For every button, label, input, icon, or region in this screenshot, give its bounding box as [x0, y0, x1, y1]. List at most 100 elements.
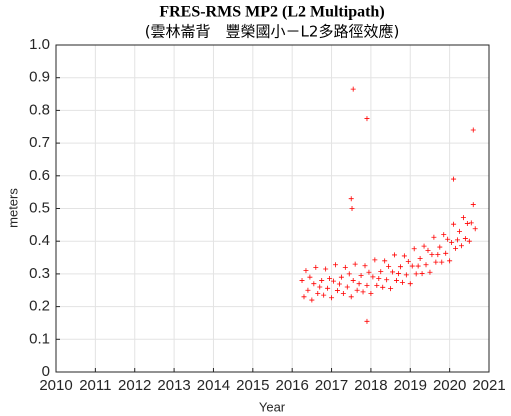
- point: [380, 284, 386, 290]
- x-tick-label: 2019: [394, 377, 427, 394]
- point: [313, 264, 319, 270]
- point: [350, 86, 356, 92]
- point: [356, 281, 362, 287]
- y-axis-label: meters: [5, 188, 20, 228]
- point: [472, 226, 478, 232]
- x-tick-label: 2016: [275, 377, 308, 394]
- point: [364, 116, 370, 122]
- point: [382, 258, 388, 264]
- point: [342, 264, 348, 270]
- y-tick-label: 0: [42, 363, 50, 380]
- point: [307, 274, 313, 280]
- point: [419, 271, 425, 277]
- point: [468, 220, 474, 226]
- point: [455, 237, 461, 243]
- point: [349, 206, 355, 211]
- point: [372, 257, 378, 263]
- point: [311, 281, 317, 287]
- point: [411, 246, 417, 252]
- point: [388, 286, 394, 292]
- point: [437, 244, 443, 250]
- point: [366, 269, 372, 275]
- point: [399, 279, 405, 285]
- point: [370, 274, 376, 280]
- x-tick-label: 2010: [39, 377, 72, 394]
- point: [390, 269, 396, 275]
- point: [352, 261, 358, 267]
- point: [348, 196, 354, 202]
- point: [393, 277, 399, 283]
- point: [409, 263, 415, 269]
- y-tick-label: 0.2: [29, 298, 50, 315]
- point: [321, 292, 327, 298]
- point: [301, 294, 307, 300]
- point: [364, 318, 370, 324]
- y-tick-label: 0.8: [29, 101, 50, 118]
- point: [415, 263, 421, 269]
- point: [395, 271, 401, 277]
- x-tick-label: 2018: [354, 377, 387, 394]
- point: [338, 274, 344, 280]
- y-tick-label: 0.3: [29, 265, 50, 282]
- point: [336, 281, 342, 287]
- point: [403, 272, 409, 278]
- point: [360, 289, 366, 295]
- point: [334, 288, 340, 294]
- point: [362, 263, 368, 269]
- point: [392, 252, 398, 258]
- point: [451, 221, 457, 227]
- y-tick-label: 0.1: [29, 330, 50, 347]
- point: [331, 278, 337, 284]
- point: [319, 277, 325, 283]
- point: [354, 287, 360, 293]
- point: [344, 284, 350, 290]
- point: [466, 238, 472, 244]
- point: [417, 256, 423, 262]
- point: [431, 234, 437, 240]
- point: [407, 281, 413, 287]
- point: [368, 291, 374, 297]
- point: [443, 250, 449, 256]
- y-tick-label: 0.4: [29, 232, 50, 249]
- point: [451, 176, 457, 182]
- point: [384, 277, 390, 283]
- point: [439, 259, 445, 265]
- point: [449, 240, 455, 246]
- x-tick-label: 2013: [157, 377, 190, 394]
- point: [309, 297, 315, 303]
- point: [460, 215, 466, 221]
- chart-subtitle: (雲林崙背 豐榮國小－L2多路徑效應): [145, 23, 400, 41]
- y-tick-label: 0.7: [29, 134, 50, 151]
- point: [429, 252, 435, 258]
- x-axis-label: Year: [259, 399, 286, 414]
- point: [303, 268, 309, 274]
- x-tick-label: 2020: [433, 377, 466, 394]
- point: [305, 287, 311, 293]
- point: [397, 264, 403, 270]
- point: [464, 221, 470, 227]
- point: [376, 275, 382, 281]
- point: [458, 243, 464, 249]
- y-tick-label: 0.9: [29, 69, 50, 86]
- x-tick-label: 2021: [472, 377, 505, 394]
- x-tick-label: 2014: [197, 377, 230, 394]
- point: [470, 127, 476, 133]
- x-tick-label: 2017: [315, 377, 348, 394]
- point: [364, 282, 370, 288]
- point: [470, 202, 476, 208]
- point: [350, 277, 356, 283]
- point: [386, 263, 392, 269]
- point: [425, 247, 431, 253]
- point: [317, 284, 323, 290]
- point: [423, 262, 429, 268]
- point: [462, 236, 468, 242]
- x-tick-label: 2011: [79, 377, 111, 394]
- point: [427, 269, 433, 275]
- point: [378, 269, 384, 275]
- point: [323, 266, 329, 272]
- x-tick-label: 2015: [236, 377, 269, 394]
- y-tick-label: 0.6: [29, 167, 50, 184]
- point: [346, 271, 352, 277]
- point: [315, 291, 321, 297]
- point: [401, 253, 407, 259]
